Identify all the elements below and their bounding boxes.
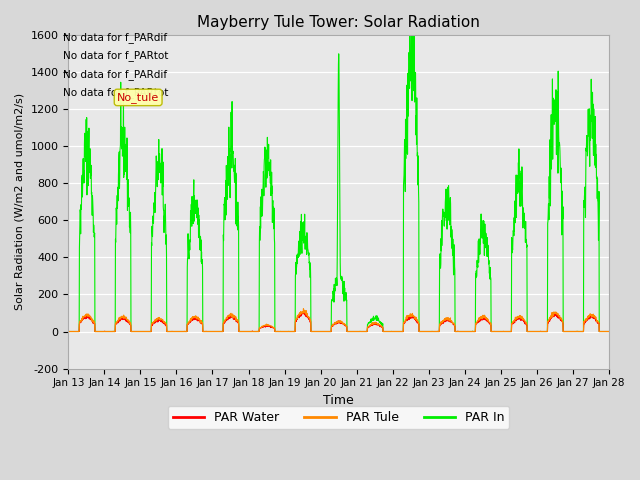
PAR In xyxy=(572,329,580,335)
Legend: PAR Water, PAR Tule, PAR In: PAR Water, PAR Tule, PAR In xyxy=(168,406,509,429)
PAR In xyxy=(354,328,362,334)
PAR In xyxy=(366,319,374,325)
PAR Tule xyxy=(355,329,362,335)
PAR Tule xyxy=(572,329,580,335)
Text: No data for f_PARdif: No data for f_PARdif xyxy=(63,32,167,43)
PAR In xyxy=(557,165,565,171)
Text: No data for f_PARtot: No data for f_PARtot xyxy=(63,50,168,61)
Title: Mayberry Tule Tower: Solar Radiation: Mayberry Tule Tower: Solar Radiation xyxy=(197,15,480,30)
PAR Water xyxy=(215,329,223,335)
Line: PAR Tule: PAR Tule xyxy=(68,309,609,332)
PAR In xyxy=(215,329,223,335)
PAR Water xyxy=(605,329,612,335)
Line: PAR Water: PAR Water xyxy=(68,312,609,332)
PAR Water xyxy=(355,329,362,335)
PAR In xyxy=(65,329,72,335)
PAR In xyxy=(496,329,504,335)
Line: PAR In: PAR In xyxy=(68,7,609,332)
PAR Water xyxy=(65,329,72,335)
X-axis label: Time: Time xyxy=(323,394,354,407)
PAR In xyxy=(408,4,415,10)
Text: No data for f_PARdif: No data for f_PARdif xyxy=(63,69,167,80)
PAR Tule xyxy=(215,329,223,335)
PAR Tule xyxy=(65,329,72,335)
PAR Water xyxy=(496,329,504,335)
PAR Tule xyxy=(366,323,374,328)
PAR Tule xyxy=(605,329,612,335)
PAR Water xyxy=(300,309,308,314)
Text: No_tule: No_tule xyxy=(117,92,159,103)
Y-axis label: Solar Radiation (W/m2 and umol/m2/s): Solar Radiation (W/m2 and umol/m2/s) xyxy=(15,94,25,311)
Text: No data for f_PARtot: No data for f_PARtot xyxy=(63,87,168,98)
PAR Tule xyxy=(300,306,307,312)
PAR Tule xyxy=(496,329,504,335)
PAR Tule xyxy=(557,316,565,322)
PAR Water xyxy=(572,329,580,335)
PAR Water xyxy=(557,316,565,322)
PAR Water xyxy=(366,323,374,328)
PAR In xyxy=(605,329,612,335)
